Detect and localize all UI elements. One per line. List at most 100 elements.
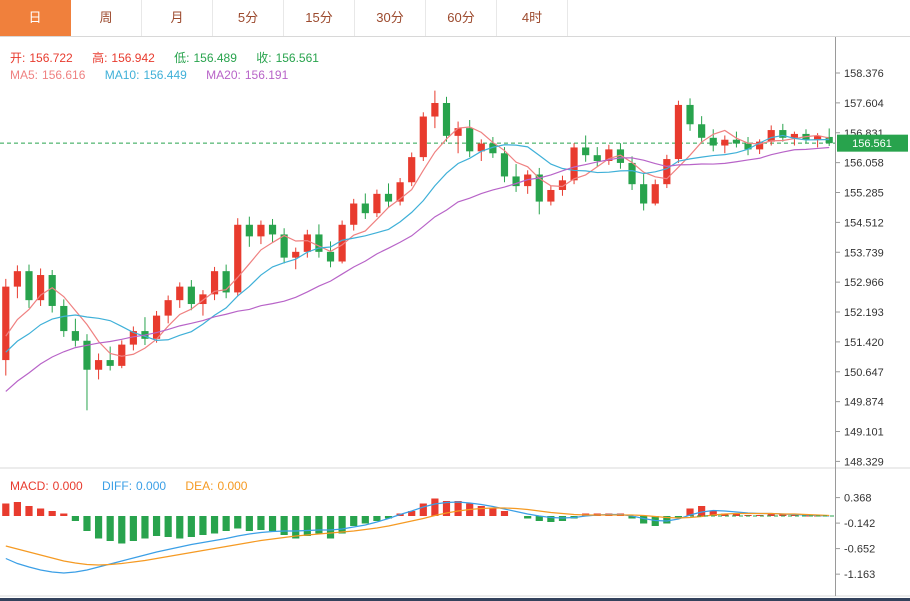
y-axis-label: -0.142 (844, 518, 875, 530)
macd-bar (199, 516, 207, 535)
candle-body (756, 141, 764, 150)
tab-monthly[interactable]: 月 (142, 0, 213, 36)
candle-body (767, 130, 775, 142)
macd-bar (535, 516, 543, 521)
y-axis-label: 155.285 (844, 188, 884, 200)
candle-body (338, 224, 346, 262)
ma20-line (5, 146, 830, 392)
chart-area[interactable]: 158.376 157.604 156.831 156.058 155.285 154.5… (0, 37, 910, 601)
candle-body (628, 162, 636, 185)
macd-bar (732, 513, 741, 516)
macd-bar (338, 516, 346, 534)
macd-bar (13, 502, 21, 516)
macd-bar (431, 498, 439, 516)
macd-bar (71, 516, 79, 521)
tab-daily[interactable]: 日 (0, 0, 71, 36)
macd-bar (2, 503, 10, 516)
macd-bar (60, 513, 68, 516)
macd-bar (187, 516, 195, 537)
macd-bar (628, 516, 636, 519)
tab-60min[interactable]: 60分 (426, 0, 497, 36)
candle-body (466, 128, 474, 152)
y-axis-label: -0.652 (844, 544, 875, 556)
tab-weekly[interactable]: 周 (71, 0, 142, 36)
candle-body (616, 149, 625, 163)
y-axis-label: -1.163 (844, 569, 875, 581)
window-bottom-edge (0, 598, 910, 601)
macd-bar (25, 506, 33, 516)
dea-line (5, 507, 830, 566)
candle-body (431, 102, 439, 117)
macd-bar (36, 508, 45, 516)
candle-body (419, 116, 427, 158)
y-axis-label: 0.368 (844, 493, 872, 505)
macd-bar (802, 515, 810, 517)
macd-bar (721, 513, 729, 516)
candle-body (222, 271, 230, 293)
candle-body (721, 139, 729, 146)
candle-body (442, 102, 451, 136)
candle-body (593, 155, 601, 161)
candle-body (477, 143, 485, 152)
candlestick-chart-svg[interactable]: 158.376157.604156.831156.058155.285154.5… (0, 37, 910, 601)
candle-body (454, 128, 462, 136)
candle-body (164, 300, 172, 316)
y-axis-label: 150.647 (844, 367, 884, 379)
tab-4hour[interactable]: 4时 (497, 0, 568, 36)
macd-bar (315, 516, 323, 534)
candle-body (640, 184, 648, 204)
candle-body (709, 137, 717, 146)
y-axis-label: 152.966 (844, 277, 884, 289)
macd-bar (176, 516, 184, 539)
candle-body (129, 331, 137, 345)
macd-bar (141, 516, 149, 539)
tab-15min[interactable]: 15分 (284, 0, 355, 36)
candle-body (60, 305, 68, 332)
candle-body (83, 340, 91, 370)
y-axis-label: 154.512 (844, 217, 884, 229)
macd-bar (709, 511, 717, 516)
macd-bar (152, 516, 161, 536)
candle-body (605, 149, 613, 161)
y-axis-label: 151.420 (844, 337, 884, 349)
macd-bar (83, 516, 91, 531)
candle-body (732, 139, 741, 144)
macd-bar (245, 516, 253, 531)
y-axis-label: 156.058 (844, 158, 884, 170)
diff-line (5, 501, 830, 574)
candle-body (779, 130, 787, 138)
last-price-tag-value: 156.561 (852, 138, 892, 150)
candle-body (489, 143, 497, 154)
tab-5min[interactable]: 5分 (213, 0, 284, 36)
macd-bar (547, 516, 555, 522)
candle-body (245, 224, 253, 237)
ma5-line (5, 126, 830, 357)
candle-body (210, 271, 219, 295)
candle-body (280, 234, 288, 258)
candle-body (651, 184, 659, 204)
macd-bar (686, 508, 694, 516)
candle-body (373, 193, 381, 214)
macd-bar (222, 516, 230, 531)
macd-bar (408, 511, 416, 516)
candle-body (558, 180, 567, 190)
candle-body (36, 275, 45, 301)
macd-bar (756, 515, 764, 516)
candle-body (48, 275, 56, 306)
candle-body (686, 104, 694, 125)
y-axis-label: 153.739 (844, 247, 884, 259)
macd-bar (257, 516, 265, 530)
macd-bar (280, 516, 288, 535)
candle-body (396, 182, 404, 202)
macd-bar (94, 516, 103, 539)
candle-body (790, 133, 799, 138)
macd-bar (663, 516, 671, 524)
macd-bar (48, 511, 56, 516)
tab-30min[interactable]: 30分 (355, 0, 426, 36)
macd-bar (790, 515, 799, 516)
macd-bar (489, 508, 497, 516)
candle-body (199, 294, 207, 305)
candle-body (570, 147, 578, 181)
candle-body (326, 251, 335, 262)
candle-body (176, 286, 184, 301)
